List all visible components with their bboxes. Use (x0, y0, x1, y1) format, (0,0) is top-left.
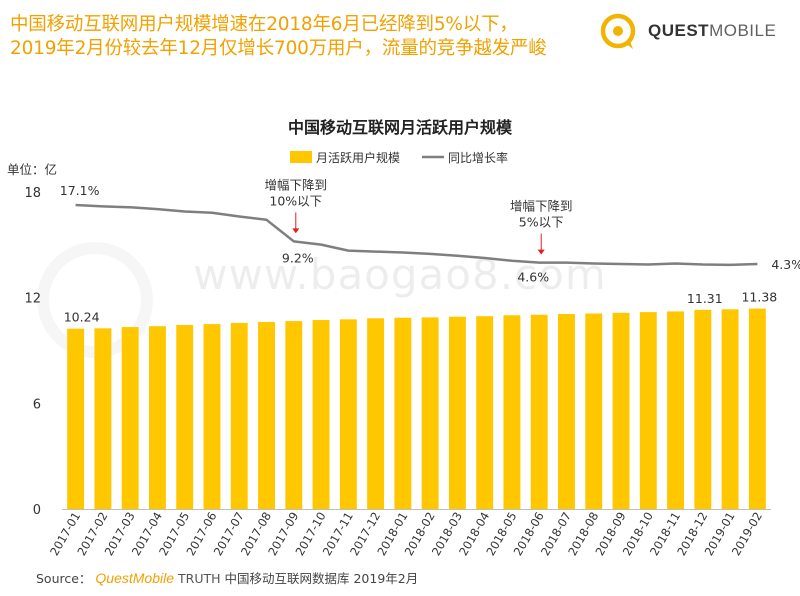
source-truth: TRUTH (178, 571, 221, 586)
bar (312, 320, 330, 509)
bar (612, 312, 630, 509)
logo-wordmark: QUESTMOBILE (648, 21, 776, 41)
bar (67, 328, 85, 509)
logo-word-light: MOBILE (709, 21, 777, 40)
annotation-text: 增幅下降到 (510, 199, 573, 214)
y-tick-label: 0 (33, 503, 41, 518)
logo-mark-icon (600, 13, 636, 49)
bar (748, 308, 766, 509)
logo-word-bold: QUEST (648, 21, 710, 40)
annotation-arrow-head (537, 249, 545, 255)
bar (530, 314, 548, 509)
line-data-label: 4.3% (771, 257, 800, 272)
bar (285, 321, 303, 509)
y-tick-label: 12 (24, 292, 41, 307)
chart-title: 中国移动互联网月活跃用户规模 (288, 118, 513, 137)
source-brand: QuestMobile (95, 570, 175, 586)
bar (94, 328, 112, 509)
annotation-text: 增幅下降到 (265, 177, 328, 192)
annotation-text: 10%以下 (269, 193, 322, 208)
headline: 中国移动互联网用户规模增速在2018年6月已经降到5%以下， 2019年2月份较… (10, 13, 620, 61)
headline-line-2: 2019年2月份较去年12月仅增长700万用户，流量的竞争越发严峻 (10, 38, 547, 59)
bar (558, 314, 575, 509)
questmobile-logo: QUESTMOBILE (598, 12, 788, 52)
bar (230, 323, 248, 509)
source-label: Source： (36, 571, 92, 586)
headline-line-1: 中国移动互联网用户规模增速在2018年6月已经降到5%以下， (10, 14, 518, 35)
bar-data-label: 11.38 (741, 290, 777, 305)
line-data-label: 17.1% (60, 183, 100, 198)
annotation-text: 5%以下 (519, 215, 564, 230)
bar (421, 317, 439, 509)
source-text: 中国移动互联网数据库 2019年2月 (224, 571, 419, 586)
bar (639, 312, 657, 509)
y-tick-label: 18 (24, 186, 41, 201)
line-data-label: 4.6% (517, 270, 549, 285)
bar (203, 324, 221, 509)
source-note: Source： QuestMobile TRUTH 中国移动互联网数据库 201… (36, 568, 418, 587)
legend-line-label: 同比增长率 (448, 150, 508, 165)
bar (121, 327, 139, 509)
line-data-label: 9.2% (282, 250, 314, 265)
annotation-arrow-head (292, 228, 300, 234)
bar (585, 313, 603, 509)
bar-data-label: 10.24 (64, 310, 100, 325)
legend-bar-label: 月活跃用户规模 (316, 150, 400, 165)
bar (476, 316, 494, 509)
bar-data-label: 11.31 (687, 291, 723, 306)
bar (667, 311, 685, 509)
unit-label: 单位：亿 (7, 162, 57, 177)
bar (721, 309, 739, 509)
bar (367, 318, 385, 509)
bar (694, 309, 712, 509)
growth-line (75, 203, 758, 267)
watermark-text: www.baogao8.com (193, 250, 607, 299)
legend-bar-swatch (290, 151, 312, 163)
bar (394, 317, 412, 509)
bar (148, 326, 166, 509)
bar (503, 315, 521, 509)
y-tick-label: 6 (33, 397, 41, 412)
bar (176, 324, 194, 509)
bar (258, 321, 275, 509)
bar (448, 316, 466, 509)
bar (339, 319, 357, 509)
